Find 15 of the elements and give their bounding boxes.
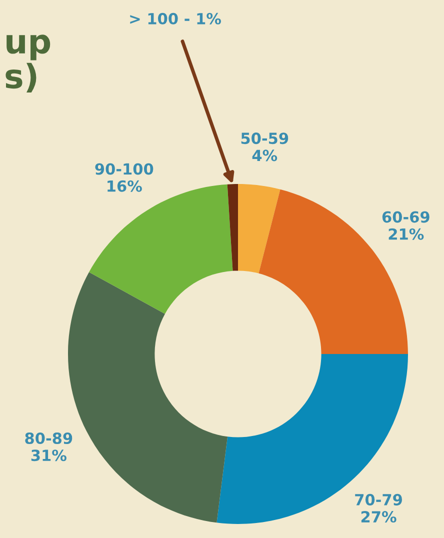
slice-label: 50-59 <box>241 132 288 144</box>
donut-slice <box>238 184 280 274</box>
donut-slice <box>227 184 238 271</box>
slice-label: 90-100 <box>95 163 154 175</box>
slice-label: > 100 - 1% <box>130 12 221 24</box>
slice-label: 70-79 <box>355 494 402 506</box>
text: up s) <box>6 34 50 93</box>
donut-slice <box>216 354 408 524</box>
slice-label: 80-89 <box>25 432 72 444</box>
slice-label: 60-69 <box>382 211 430 223</box>
data-label: 21% <box>388 228 424 240</box>
data-label: 31% <box>31 450 66 462</box>
data-label: 16% <box>108 180 142 192</box>
data-label: 4% <box>252 150 278 162</box>
data-label: 27% <box>361 511 396 523</box>
